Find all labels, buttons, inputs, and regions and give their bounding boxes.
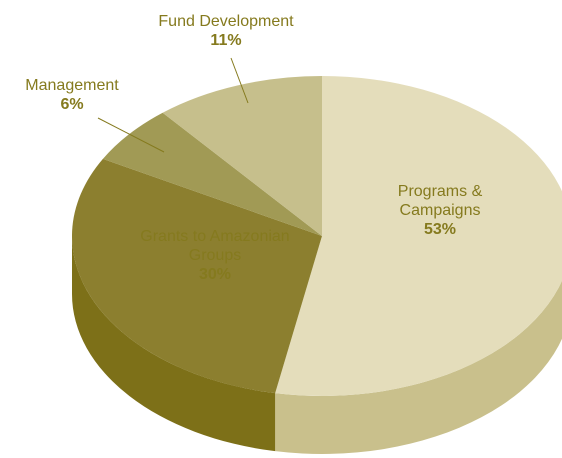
- category-label: Fund Development: [158, 13, 294, 30]
- value-label: 30%: [198, 266, 232, 283]
- category-label: Programs & Campaigns: [397, 183, 483, 219]
- slice-label: Fund Development 11%: [131, 12, 321, 50]
- value-label: 6%: [60, 96, 84, 113]
- leader-line: [97, 117, 165, 153]
- slice-side: [72, 236, 276, 452]
- slice: [162, 76, 322, 236]
- value-label: 11%: [210, 32, 242, 49]
- category-label: Management: [25, 77, 119, 94]
- category-label: Grants to Amazonian Groups: [140, 228, 290, 264]
- slice: [71, 158, 322, 394]
- value-label: 53%: [423, 221, 457, 238]
- slice-label: Programs & Campaigns 53%: [365, 182, 515, 239]
- pie-tops: [71, 76, 562, 396]
- slice-label: Grants to Amazonian Groups 30%: [140, 227, 290, 284]
- slice-side: [275, 280, 562, 454]
- slice: [102, 112, 322, 236]
- slice-label: Management 6%: [0, 76, 144, 114]
- leader-line: [230, 57, 249, 104]
- slice: [275, 76, 562, 396]
- pie-walls: [72, 236, 562, 454]
